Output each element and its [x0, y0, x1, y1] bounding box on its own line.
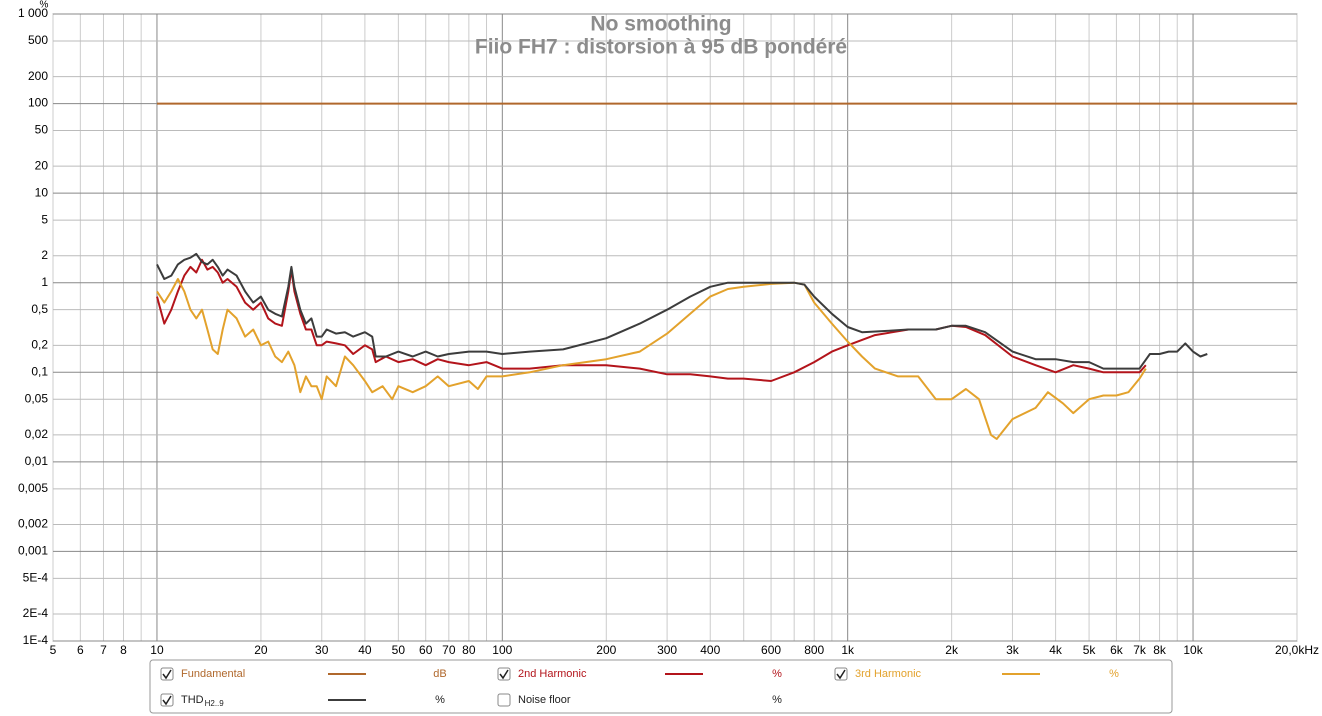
x-tick-label: 8: [120, 643, 127, 657]
y-tick-label: 5: [41, 212, 48, 226]
y-tick-label: 100: [28, 96, 48, 110]
y-tick-label: 0,001: [18, 544, 48, 558]
x-tick-label: 4k: [1049, 643, 1063, 657]
y-tick-label: 10: [35, 185, 49, 199]
legend-check: [162, 669, 172, 680]
legend-label: 2nd Harmonic: [518, 668, 587, 680]
legend-label: Noise floor: [518, 694, 571, 706]
legend-checkbox[interactable]: [497, 667, 511, 681]
legend-check: [499, 669, 509, 680]
y-tick-label: 500: [28, 33, 48, 47]
series-line: [156, 252, 1208, 370]
y-tick-label: 0,01: [25, 454, 49, 468]
x-tick-label: 20: [254, 643, 268, 657]
y-tick-label: 1 000: [18, 6, 48, 20]
legend-unit: dB: [433, 668, 446, 680]
x-tick-label: 10k: [1183, 643, 1203, 657]
x-tick-label: 6k: [1110, 643, 1124, 657]
x-tick-label: 5: [50, 643, 57, 657]
legend-entries: Fundamental dB 2nd Harmonic% 3rd Harmonic % T…: [160, 667, 1119, 708]
legend-unit: %: [772, 694, 782, 706]
y-tick-label: 1: [41, 275, 48, 289]
legend: [149, 659, 1173, 714]
legend-checkbox[interactable]: [834, 667, 848, 681]
legend-label: Fundamental: [181, 668, 245, 680]
x-tick-label: 10: [150, 643, 164, 657]
x-tick-label: 200: [596, 643, 616, 657]
x-tick-label: 600: [761, 643, 781, 657]
y-tick-label: 200: [28, 69, 48, 83]
y-tick-label: 2E-4: [23, 606, 49, 620]
legend-check: [162, 695, 172, 706]
x-tick-label: 30: [315, 643, 329, 657]
legend-checkbox[interactable]: [160, 667, 174, 681]
legend-label: THD: [181, 694, 204, 706]
legend-label: 3rd Harmonic: [855, 668, 922, 680]
x-tick-label: 7k: [1133, 643, 1147, 657]
y-tick-label: 5E-4: [23, 571, 49, 585]
x-tick-label: 6: [77, 643, 84, 657]
x-tick-label: 70: [442, 643, 456, 657]
x-tick-label: 5k: [1083, 643, 1097, 657]
y-tick-label: 2: [41, 248, 48, 262]
x-tick-label: 50: [392, 643, 406, 657]
chart-title: No smoothing: [590, 13, 731, 36]
x-tick-label: 7: [100, 643, 107, 657]
y-unit: %: [40, 0, 49, 11]
series-line: [156, 278, 1147, 440]
legend-unit: %: [1109, 668, 1119, 680]
y-tick-label: 0,005: [18, 481, 48, 495]
legend-checkbox[interactable]: [160, 693, 174, 707]
y-tick-label: 50: [35, 123, 49, 137]
x-tick-label: 1k: [841, 643, 855, 657]
x-tick-label: 40: [358, 643, 372, 657]
y-tick-label: 0,2: [31, 337, 48, 351]
x-tick-label: 800: [804, 643, 824, 657]
legend-check: [836, 669, 846, 680]
legend-unit: %: [435, 694, 445, 706]
x-tick-label: 8k: [1153, 643, 1167, 657]
y-tick-label: 1E-4: [23, 633, 49, 647]
legend-checkbox[interactable]: [497, 693, 511, 707]
y-tick-label: 0,05: [25, 391, 49, 405]
x-tick-label: 20,0kHz: [1275, 643, 1319, 657]
x-tick-label: 300: [657, 643, 677, 657]
chart-subtitle: Fiio FH7 : distorsion à 95 dB pondéré: [475, 36, 847, 59]
x-tick-label: 3k: [1006, 643, 1020, 657]
x-tick-label: 400: [700, 643, 720, 657]
y-tick-label: 0,002: [18, 517, 48, 531]
legend-unit: %: [772, 668, 782, 680]
lines: [156, 102, 1297, 440]
x-tick-label: 2k: [945, 643, 959, 657]
y-tick-label: 20: [35, 158, 49, 172]
y-tick-label: 0,02: [25, 427, 49, 441]
x-tick-label: 80: [462, 643, 476, 657]
x-tick-label: 60: [419, 643, 433, 657]
y-tick-label: 0,1: [31, 364, 48, 378]
legend-label-sub: H2..9: [205, 699, 225, 708]
y-tick-label: 0,5: [31, 302, 48, 316]
x-tick-label: 100: [492, 643, 512, 657]
